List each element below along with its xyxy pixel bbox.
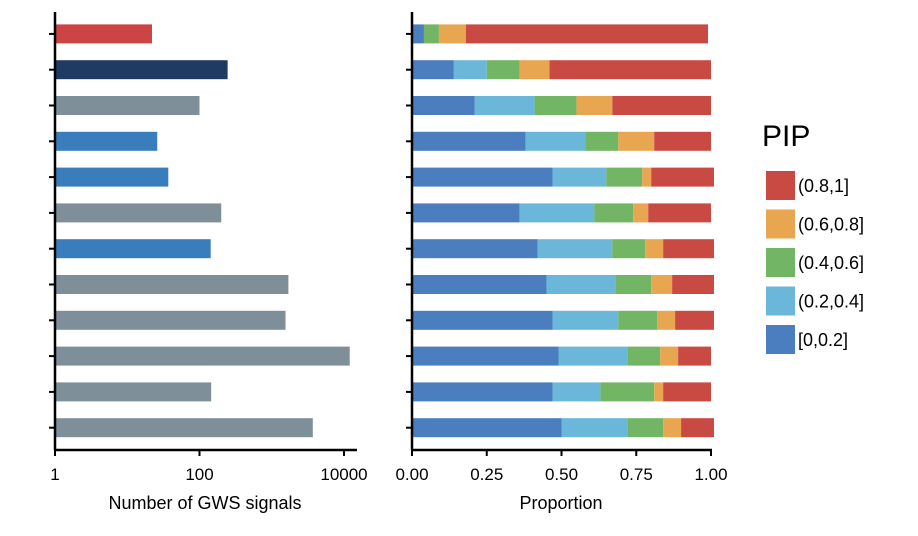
proportion-segment <box>552 167 607 187</box>
proportion-segment <box>412 382 553 402</box>
proportion-segment <box>453 60 487 80</box>
legend-label: (0.2,0.4] <box>798 292 864 312</box>
right-x-axis-title: Proportion <box>519 493 602 513</box>
legend-swatch <box>766 286 795 316</box>
gws-bar <box>55 60 228 80</box>
proportion-segment <box>534 96 577 115</box>
legend-label: (0.8,1] <box>798 176 849 196</box>
x-tick-label: 0.50 <box>545 465 578 484</box>
proportion-segment <box>600 382 655 402</box>
proportion-segment <box>412 346 559 366</box>
proportion-segment <box>519 60 550 80</box>
proportion-segment <box>412 60 454 80</box>
proportion-segment <box>615 275 652 294</box>
x-tick-label: 0.75 <box>620 465 653 484</box>
proportion-segment <box>627 346 661 366</box>
proportion-segment <box>612 239 646 259</box>
proportion-segment <box>651 275 673 294</box>
proportion-segment <box>486 60 520 80</box>
proportion-segment <box>648 203 711 223</box>
proportion-segment <box>618 310 658 330</box>
proportion-segment <box>558 346 628 366</box>
gws-bar <box>55 167 169 187</box>
proportion-segment <box>672 275 714 294</box>
proportion-segment <box>552 310 619 330</box>
proportion-segment <box>412 24 424 44</box>
proportion-segment <box>525 131 586 151</box>
proportion-segment <box>519 203 595 223</box>
left-x-axis-title: Number of GWS signals <box>108 493 301 513</box>
proportion-segment <box>576 96 613 115</box>
proportion-segment <box>549 60 711 80</box>
legend-swatch <box>766 171 795 200</box>
gws-bar <box>55 346 350 366</box>
proportion-segment <box>657 310 676 330</box>
proportion-segment <box>618 131 655 151</box>
pip-legend: PIP (0.8,1] (0.6,0.8] (0.4,0.6] (0.2,0.4] [0… <box>762 120 864 354</box>
proportion-segment <box>681 418 714 438</box>
legend-label: [0,0.2] <box>798 330 848 350</box>
proportion-segment <box>627 418 664 438</box>
x-tick-label: 0.00 <box>395 465 428 484</box>
proportion-segment <box>678 346 711 366</box>
proportion-segment <box>633 203 649 223</box>
proportion-segment <box>606 167 643 187</box>
proportion-segment <box>585 131 619 151</box>
legend-swatch <box>766 209 795 239</box>
proportion-segment <box>645 239 664 259</box>
gws-bar <box>55 203 222 223</box>
proportion-segment <box>474 96 535 115</box>
proportion-segment <box>654 382 664 402</box>
proportion-segment <box>651 167 714 187</box>
proportion-segment <box>412 131 526 151</box>
gws-bar <box>55 275 289 294</box>
proportion-segment <box>412 96 475 115</box>
gws-bar <box>55 24 152 44</box>
proportion-segment <box>423 24 439 44</box>
gws-bar <box>55 96 200 115</box>
x-tick-label: 10000 <box>320 465 367 484</box>
proportion-segment <box>412 310 553 330</box>
proportion-segment <box>438 24 466 44</box>
x-tick-label: 1.00 <box>694 465 727 484</box>
proportion-segment <box>412 203 520 223</box>
x-tick-label: 0.25 <box>470 465 503 484</box>
proportion-segment <box>675 310 714 330</box>
proportion-segment <box>612 96 711 115</box>
proportion-segment <box>412 418 562 438</box>
proportion-segment <box>546 275 616 294</box>
proportion-segment <box>412 167 553 187</box>
proportion-segment <box>552 382 601 402</box>
proportion-segment <box>660 346 679 366</box>
proportion-segment <box>663 239 714 259</box>
legend-label: (0.4,0.6] <box>798 253 864 273</box>
proportion-segment <box>663 418 682 438</box>
proportion-segment <box>663 382 711 402</box>
gws-bar <box>55 310 286 330</box>
proportion-segment <box>642 167 652 187</box>
proportion-segment <box>465 24 709 44</box>
legend-swatch <box>766 325 795 354</box>
proportion-segment <box>594 203 634 223</box>
proportion-segment <box>561 418 628 438</box>
gws-signals-panel: 1 100 10000 <box>49 12 368 484</box>
x-tick-label: 1 <box>50 465 59 484</box>
proportion-segment <box>412 275 547 294</box>
legend-label: (0.6,0.8] <box>798 215 864 235</box>
gws-bar <box>55 131 158 151</box>
x-tick-label: 100 <box>185 465 213 484</box>
proportion-segment <box>654 131 711 151</box>
gws-bar <box>55 418 313 438</box>
gws-bar <box>55 239 211 259</box>
legend-title: PIP <box>762 120 810 153</box>
legend-swatch <box>766 248 795 277</box>
proportion-segment <box>412 239 538 259</box>
proportion-segment <box>537 239 613 259</box>
proportion-panel: 0.00 0.25 0.50 0.75 1.00 <box>395 12 728 484</box>
gws-bar <box>55 382 212 402</box>
